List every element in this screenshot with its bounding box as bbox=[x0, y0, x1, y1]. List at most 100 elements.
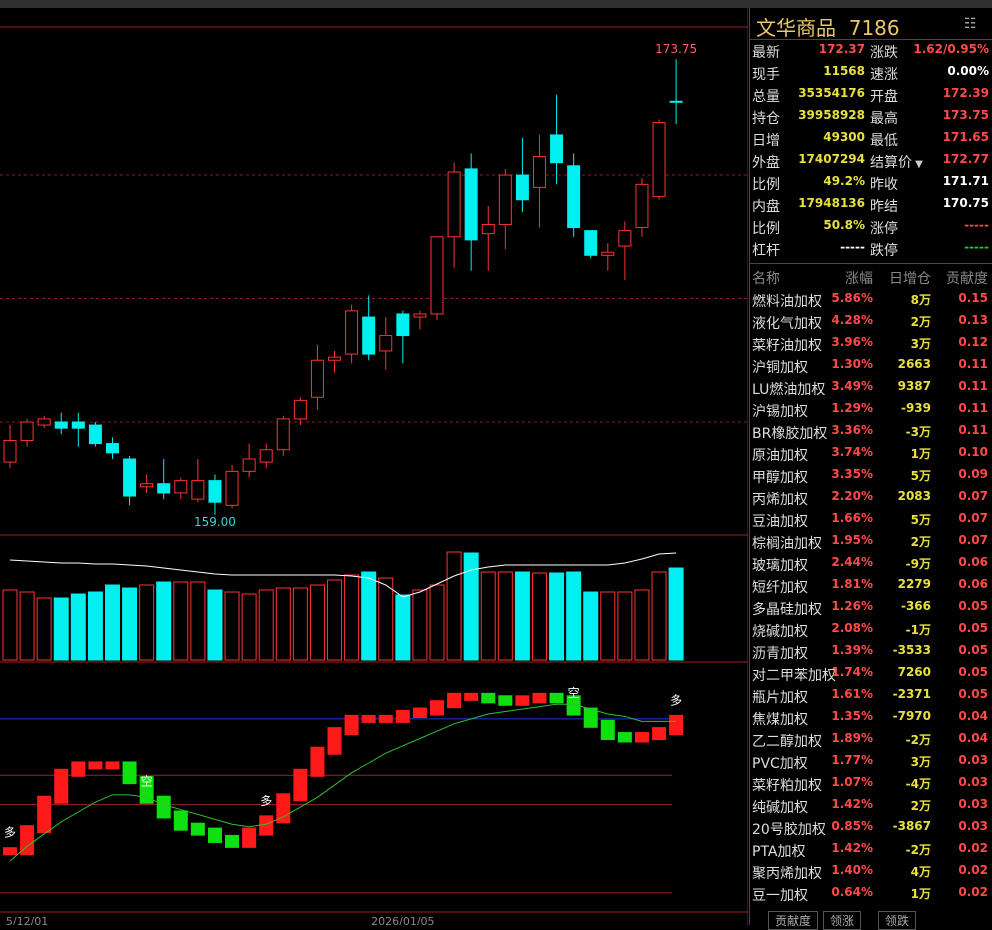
signal-block bbox=[566, 695, 581, 716]
quote-panel: 文华商品 7186 ☷ 最新 172.37 涨跌 1.62/0.95% 现手 11568 速… bbox=[749, 8, 992, 930]
signal-block bbox=[242, 827, 257, 848]
cell: 1.74% bbox=[831, 665, 873, 679]
quote-label: 最高 bbox=[870, 111, 898, 127]
cell: 0.04 bbox=[958, 731, 988, 745]
signal-block bbox=[88, 761, 103, 770]
candle-body bbox=[71, 421, 85, 429]
row-name: 对二甲苯加权 bbox=[752, 668, 836, 684]
candle-body bbox=[140, 483, 154, 488]
candle-body bbox=[3, 439, 17, 463]
volume-bar bbox=[463, 552, 479, 661]
cell: -9万 bbox=[905, 557, 931, 571]
top-strip bbox=[0, 0, 992, 8]
column-header: 日增仓 bbox=[889, 271, 931, 287]
menu-icon[interactable]: ☷ bbox=[964, 16, 977, 32]
cell: 0.05 bbox=[958, 599, 988, 613]
row-name: PTA加权 bbox=[752, 844, 806, 860]
signal-block bbox=[652, 727, 667, 741]
cell: 2.08% bbox=[831, 621, 873, 635]
quote-label: 涨跌 bbox=[870, 45, 898, 61]
tab[interactable]: 领跌 bbox=[878, 911, 917, 930]
cell: 0.13 bbox=[958, 313, 988, 327]
column-header: 贡献度 bbox=[946, 271, 988, 287]
candle-body bbox=[652, 122, 666, 198]
signal-block bbox=[498, 695, 513, 706]
signal-block bbox=[344, 714, 359, 736]
cell: 1.66% bbox=[831, 511, 873, 525]
signal-block bbox=[71, 761, 86, 777]
signal-block bbox=[532, 692, 547, 704]
row-name: 菜籽油加权 bbox=[752, 338, 822, 354]
row-name: 液化气加权 bbox=[752, 316, 822, 332]
volume-bar bbox=[190, 581, 206, 661]
candle-body bbox=[635, 183, 649, 229]
signal-block bbox=[190, 822, 205, 836]
volume-bar bbox=[36, 597, 52, 661]
signal-mark: 空 bbox=[568, 686, 580, 700]
signal-block bbox=[430, 700, 444, 716]
row-name: 沪铜加权 bbox=[752, 360, 808, 376]
cell: 0.03 bbox=[958, 797, 988, 811]
cell: 5万 bbox=[910, 513, 931, 527]
cell: 1.42% bbox=[831, 797, 873, 811]
quote-label: 开盘 bbox=[870, 89, 898, 105]
code: 7186 bbox=[848, 16, 900, 40]
tab[interactable]: 领涨 bbox=[823, 911, 862, 930]
volume-bar bbox=[514, 571, 530, 661]
candle-body bbox=[208, 480, 222, 503]
quote-value: 173.75 bbox=[942, 108, 989, 122]
row-name: 多晶硅加权 bbox=[752, 602, 822, 618]
signal-block bbox=[20, 825, 35, 856]
row-name: 燃料油加权 bbox=[752, 294, 822, 310]
cell: 4.28% bbox=[831, 313, 873, 327]
quote-value: 170.75 bbox=[942, 196, 989, 210]
volume-bar bbox=[361, 571, 377, 661]
quote-label: 杠杆 bbox=[752, 243, 780, 259]
signal-block bbox=[225, 834, 240, 848]
candle-body bbox=[362, 316, 376, 355]
cell: 0.09 bbox=[958, 467, 988, 481]
candle-body bbox=[413, 313, 427, 318]
cell: 0.02 bbox=[958, 841, 988, 855]
tab[interactable]: 贡献度 bbox=[768, 911, 819, 930]
volume-bar bbox=[395, 594, 411, 661]
volume-bar bbox=[651, 571, 667, 661]
signal-block bbox=[669, 714, 684, 736]
cell: 0.12 bbox=[958, 335, 988, 349]
candle-body bbox=[498, 174, 512, 225]
signal-block bbox=[412, 707, 427, 718]
candle-body bbox=[20, 421, 34, 441]
column-header: 涨幅 bbox=[845, 271, 873, 287]
volume-bar bbox=[583, 591, 599, 661]
divider bbox=[750, 263, 992, 264]
signal-block bbox=[207, 827, 222, 843]
cell: -939 bbox=[900, 401, 931, 415]
quote-label: 速涨 bbox=[870, 67, 898, 83]
candle-body bbox=[481, 223, 495, 235]
volume-bar bbox=[258, 589, 274, 661]
cell: 0.02 bbox=[958, 885, 988, 899]
quote-value: 172.39 bbox=[942, 86, 989, 100]
cell: 1.61% bbox=[831, 687, 873, 701]
quote-value: 171.71 bbox=[942, 174, 989, 188]
cell: 0.07 bbox=[958, 511, 988, 525]
quote-value: 171.65 bbox=[942, 130, 989, 144]
volume-bar bbox=[344, 574, 360, 661]
cell: 9387 bbox=[897, 379, 931, 393]
row-name: 豆油加权 bbox=[752, 514, 808, 530]
volume-bar bbox=[497, 571, 513, 661]
cell: 0.11 bbox=[958, 379, 988, 393]
candle-body bbox=[550, 134, 564, 164]
candle-body bbox=[464, 168, 478, 241]
candle-body bbox=[584, 230, 598, 256]
volume-bar bbox=[429, 584, 445, 661]
cell: 3.49% bbox=[831, 379, 873, 393]
signal-block bbox=[156, 795, 171, 819]
signal-block bbox=[361, 714, 376, 723]
row-name: LU燃油加权 bbox=[752, 382, 826, 398]
row-name: PVC加权 bbox=[752, 756, 808, 772]
candle-body bbox=[618, 230, 632, 247]
cell: 2万 bbox=[910, 315, 931, 329]
quote-value: 49300 bbox=[823, 130, 865, 144]
row-name: 玻璃加权 bbox=[752, 558, 808, 574]
